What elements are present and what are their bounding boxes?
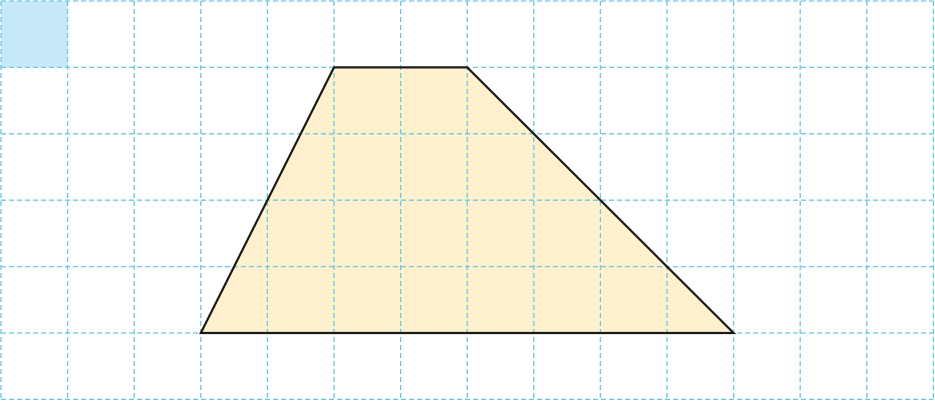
unit-square [1,1,68,68]
trapezoid-outline [199,66,737,335]
